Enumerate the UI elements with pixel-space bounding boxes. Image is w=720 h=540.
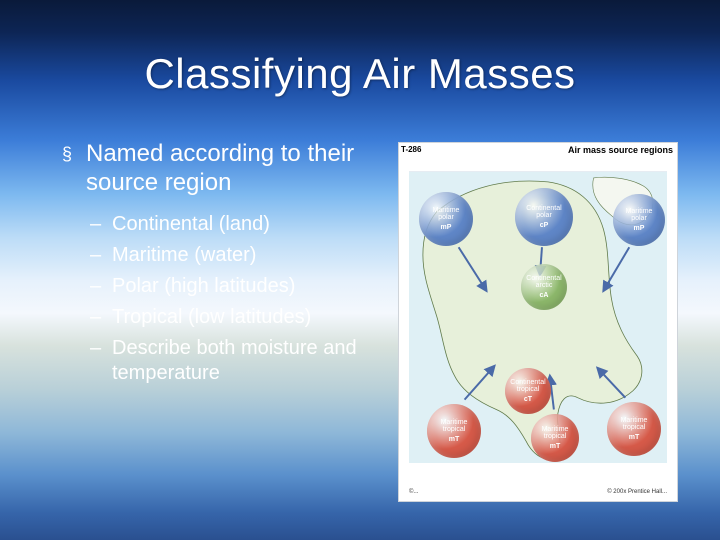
- bubble-code: cA: [540, 292, 549, 299]
- bullet-level-2: – Tropical (low latitudes): [62, 305, 372, 330]
- figure-credit-left: ©...: [409, 489, 418, 495]
- bullet-symbol: §: [62, 140, 86, 198]
- bubble-name: Continentaltropical: [510, 379, 545, 394]
- bullet-dash: –: [90, 274, 112, 299]
- air-mass-bubble: Maritimetropical mT: [531, 414, 579, 462]
- bubble-name: Maritimetropical: [621, 417, 648, 432]
- bullet-level-2: – Polar (high latitudes): [62, 274, 372, 299]
- bubble-code: mP: [441, 224, 452, 231]
- air-mass-bubble: Maritimetropical mT: [427, 404, 481, 458]
- air-mass-bubble: Continentaltropical cT: [505, 368, 551, 414]
- map-canvas: Maritimepolar mP Continentalpolar cP Maritim…: [409, 171, 667, 463]
- bullet-subtext: Maritime (water): [112, 243, 256, 268]
- bullet-level-2: – Maritime (water): [62, 243, 372, 268]
- bubble-code: mP: [634, 225, 645, 232]
- bullet-dash: –: [90, 243, 112, 268]
- air-mass-bubble: Continentalpolar cP: [515, 188, 573, 246]
- bullet-text: Named according to their source region: [86, 140, 372, 198]
- bullet-subtext: Tropical (low latitudes): [112, 305, 311, 330]
- air-mass-bubble: Maritimetropical mT: [607, 402, 661, 456]
- figure-credit-right: © 200x Prentice Hall...: [607, 489, 667, 495]
- air-mass-bubble: Maritimepolar mP: [419, 192, 473, 246]
- bubble-name: Continentalarctic: [526, 275, 561, 290]
- text-body: § Named according to their source region…: [62, 140, 372, 392]
- bubble-code: mT: [550, 443, 561, 450]
- bubble-name: Maritimepolar: [626, 208, 653, 223]
- bubble-name: Maritimepolar: [433, 207, 460, 222]
- slide-title: Classifying Air Masses: [0, 50, 720, 98]
- bullet-level-2: – Describe both moisture and temperature: [62, 336, 372, 386]
- figure-credit: ©... © 200x Prentice Hall...: [409, 489, 667, 495]
- bubble-code: cT: [524, 396, 532, 403]
- bubble-name: Maritimetropical: [441, 419, 468, 434]
- bullet-subtext: Describe both moisture and temperature: [112, 336, 372, 386]
- bullet-dash: –: [90, 212, 112, 237]
- bullet-dash: –: [90, 336, 112, 386]
- bubble-name: Continentalpolar: [526, 205, 561, 220]
- bullet-dash: –: [90, 305, 112, 330]
- bubble-code: mT: [629, 434, 640, 441]
- bubble-code: mT: [449, 436, 460, 443]
- bullet-subtext: Polar (high latitudes): [112, 274, 295, 299]
- bullet-level-1: § Named according to their source region: [62, 140, 372, 198]
- figure-inner: Maritimepolar mP Continentalpolar cP Maritim…: [409, 153, 667, 463]
- figure-air-mass-map: T-286 Air mass source regions Maritimepo…: [398, 142, 678, 502]
- bubble-code: cP: [540, 222, 549, 229]
- bullet-subtext: Continental (land): [112, 212, 270, 237]
- bullet-level-2: – Continental (land): [62, 212, 372, 237]
- slide: Classifying Air Masses § Named according…: [0, 0, 720, 540]
- bubble-name: Maritimetropical: [542, 426, 569, 441]
- air-mass-bubble: Continentalarctic cA: [521, 264, 567, 310]
- air-mass-bubble: Maritimepolar mP: [613, 194, 665, 246]
